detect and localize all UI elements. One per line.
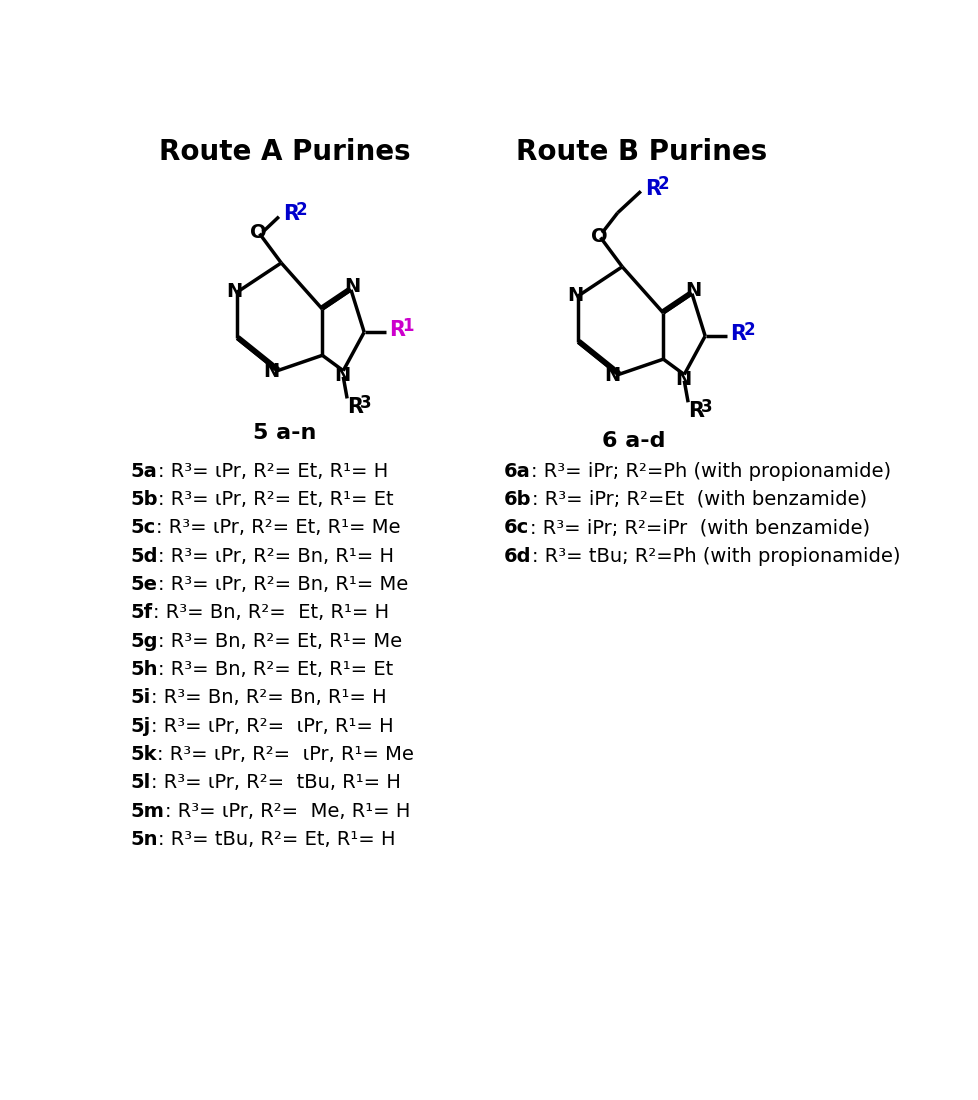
- Text: 5c: 5c: [130, 518, 156, 537]
- Text: : R³= ιPr, R²= Et, R¹= H: : R³= ιPr, R²= Et, R¹= H: [157, 462, 387, 481]
- Text: 5h: 5h: [130, 660, 157, 679]
- Text: : R³= ιPr, R²=  tBu, R¹= H: : R³= ιPr, R²= tBu, R¹= H: [151, 773, 401, 792]
- Text: N: N: [566, 286, 583, 305]
- Text: 5g: 5g: [130, 631, 157, 650]
- Text: 3: 3: [360, 394, 372, 412]
- Text: : R³= iPr; R²=iPr  (with benzamide): : R³= iPr; R²=iPr (with benzamide): [529, 518, 868, 537]
- Text: 2: 2: [657, 175, 669, 194]
- Text: : R³= ιPr, R²= Bn, R¹= H: : R³= ιPr, R²= Bn, R¹= H: [158, 547, 394, 565]
- Text: O: O: [590, 228, 606, 246]
- Text: 5b: 5b: [130, 490, 157, 509]
- Text: R: R: [347, 397, 363, 417]
- Text: : R³= ιPr, R²= Et, R¹= Me: : R³= ιPr, R²= Et, R¹= Me: [156, 518, 400, 537]
- Text: 5f: 5f: [130, 603, 153, 623]
- Text: Route A Purines: Route A Purines: [159, 139, 411, 166]
- Text: 5k: 5k: [130, 745, 156, 763]
- Text: : R³= Bn, R²= Bn, R¹= H: : R³= Bn, R²= Bn, R¹= H: [151, 689, 386, 707]
- Text: : R³= tBu; R²=Ph (with propionamide): : R³= tBu; R²=Ph (with propionamide): [531, 547, 900, 565]
- Text: : R³= ιPr, R²= Et, R¹= Et: : R³= ιPr, R²= Et, R¹= Et: [158, 490, 393, 509]
- Text: 5e: 5e: [130, 575, 156, 594]
- Text: N: N: [603, 366, 620, 385]
- Text: 5 a-n: 5 a-n: [253, 424, 317, 443]
- Text: R: R: [688, 400, 703, 420]
- Text: N: N: [685, 282, 701, 300]
- Text: : R³= ιPr, R²= Bn, R¹= Me: : R³= ιPr, R²= Bn, R¹= Me: [157, 575, 408, 594]
- Text: 5j: 5j: [130, 716, 151, 736]
- Text: 5d: 5d: [130, 547, 157, 565]
- Text: : R³= Bn, R²=  Et, R¹= H: : R³= Bn, R²= Et, R¹= H: [153, 603, 388, 623]
- Text: R: R: [730, 323, 745, 343]
- Text: 5n: 5n: [130, 829, 157, 849]
- Text: 1: 1: [402, 317, 414, 336]
- Text: 6 a-d: 6 a-d: [601, 431, 665, 451]
- Text: N: N: [344, 277, 360, 296]
- Text: Route B Purines: Route B Purines: [515, 139, 767, 166]
- Text: 6d: 6d: [503, 547, 531, 565]
- Text: N: N: [226, 282, 242, 301]
- Text: : R³= iPr; R²=Ph (with propionamide): : R³= iPr; R²=Ph (with propionamide): [531, 462, 890, 481]
- Text: 6c: 6c: [503, 518, 528, 537]
- Text: R: R: [388, 320, 405, 340]
- Text: 5l: 5l: [130, 773, 151, 792]
- Text: 5a: 5a: [130, 462, 156, 481]
- Text: O: O: [249, 223, 266, 242]
- Text: 5m: 5m: [130, 802, 164, 821]
- Text: : R³= ιPr, R²=  Me, R¹= H: : R³= ιPr, R²= Me, R¹= H: [164, 802, 410, 821]
- Text: : R³= iPr; R²=Et  (with benzamide): : R³= iPr; R²=Et (with benzamide): [531, 490, 867, 509]
- Text: R: R: [645, 179, 660, 199]
- Text: N: N: [334, 366, 350, 385]
- Text: R: R: [283, 205, 298, 224]
- Text: : R³= ιPr, R²=  ιPr, R¹= Me: : R³= ιPr, R²= ιPr, R¹= Me: [157, 745, 414, 763]
- Text: : R³= Bn, R²= Et, R¹= Me: : R³= Bn, R²= Et, R¹= Me: [158, 631, 402, 650]
- Text: : R³= ιPr, R²=  ιPr, R¹= H: : R³= ιPr, R²= ιPr, R¹= H: [151, 716, 393, 736]
- Text: N: N: [675, 370, 690, 388]
- Text: 5i: 5i: [130, 689, 151, 707]
- Text: N: N: [263, 362, 279, 381]
- Text: : R³= Bn, R²= Et, R¹= Et: : R³= Bn, R²= Et, R¹= Et: [158, 660, 393, 679]
- Text: 2: 2: [295, 201, 307, 219]
- Text: 3: 3: [700, 398, 712, 416]
- Text: 6a: 6a: [503, 462, 530, 481]
- Text: 6b: 6b: [503, 490, 531, 509]
- Text: 2: 2: [742, 321, 754, 339]
- Text: : R³= tBu, R²= Et, R¹= H: : R³= tBu, R²= Et, R¹= H: [158, 829, 395, 849]
